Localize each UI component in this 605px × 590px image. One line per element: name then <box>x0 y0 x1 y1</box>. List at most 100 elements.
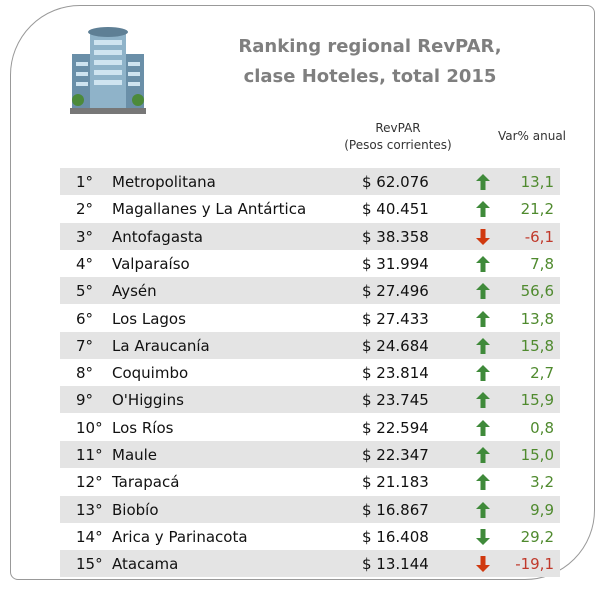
table-row: 6° Los Lagos $ 27.433 13,8 <box>60 305 560 332</box>
rank: 13° <box>76 501 103 519</box>
column-header: Var% anual <box>490 129 574 143</box>
region: Antofagasta <box>112 228 203 246</box>
revpar: $ 22.347 <box>362 446 429 464</box>
trend-arrow <box>475 364 491 382</box>
arrow-shape <box>476 201 490 217</box>
arrow-shape <box>476 502 490 518</box>
variation: -19,1 <box>515 555 554 573</box>
rank: 7° <box>76 337 93 355</box>
revpar: $ 23.745 <box>362 391 429 409</box>
arrow-shape <box>476 365 490 381</box>
rank: 14° <box>76 528 103 546</box>
revpar: $ 16.867 <box>362 501 429 519</box>
variation: 15,0 <box>521 446 554 464</box>
rank: 8° <box>76 364 93 382</box>
region: Los Ríos <box>112 419 173 437</box>
title: Ranking regional RevPAR,clase Hoteles, t… <box>215 32 525 92</box>
arrow-shape <box>476 311 490 327</box>
arrow-shape <box>476 174 490 190</box>
trend-arrow <box>475 200 491 218</box>
table-row: 4° Valparaíso $ 31.994 7,8 <box>60 250 560 277</box>
arrow-shape <box>476 556 490 572</box>
region: Biobío <box>112 501 159 519</box>
region: Tarapacá <box>112 473 179 491</box>
rank: 9° <box>76 391 93 409</box>
arrow-shape <box>476 474 490 490</box>
region: Magallanes y La Antártica <box>112 200 306 218</box>
variation: 7,8 <box>530 255 554 273</box>
rank: 15° <box>76 555 103 573</box>
trend-arrow <box>475 173 491 191</box>
arrow-shape <box>476 338 490 354</box>
trend-arrow <box>475 391 491 409</box>
title-line: Ranking regional RevPAR, <box>215 32 525 62</box>
revpar: $ 13.144 <box>362 555 429 573</box>
table-row: 2° Magallanes y La Antártica $ 40.451 21,2 <box>60 195 560 222</box>
table-row: 7° La Araucanía $ 24.684 15,8 <box>60 332 560 359</box>
region: Metropolitana <box>112 173 216 191</box>
trend-arrow <box>475 282 491 300</box>
region: Aysén <box>112 282 157 300</box>
revpar: $ 16.408 <box>362 528 429 546</box>
table-row: 12° Tarapacá $ 21.183 3,2 <box>60 468 560 495</box>
arrow-shape <box>476 229 490 245</box>
region: O'Higgins <box>112 391 184 409</box>
variation: 15,9 <box>521 391 554 409</box>
trend-arrow <box>475 528 491 546</box>
arrow-shape <box>476 447 490 463</box>
trend-arrow <box>475 310 491 328</box>
table-row: 15° Atacama $ 13.144 -19,1 <box>60 550 560 577</box>
variation: 0,8 <box>530 419 554 437</box>
region: Coquimbo <box>112 364 188 382</box>
rank: 4° <box>76 255 93 273</box>
variation: 3,2 <box>530 473 554 491</box>
rank: 2° <box>76 200 93 218</box>
region: Maule <box>112 446 157 464</box>
trend-arrow <box>475 255 491 273</box>
region: La Araucanía <box>112 337 210 355</box>
revpar: $ 27.433 <box>362 310 429 328</box>
rank: 1° <box>76 173 93 191</box>
revpar: $ 22.594 <box>362 419 429 437</box>
rank: 10° <box>76 419 103 437</box>
variation: 15,8 <box>521 337 554 355</box>
revpar: $ 27.496 <box>362 282 429 300</box>
variation: 9,9 <box>530 501 554 519</box>
table-row: 13° Biobío $ 16.867 9,9 <box>60 496 560 523</box>
column-header: RevPAR <box>340 121 456 135</box>
variation: 13,8 <box>521 310 554 328</box>
trend-arrow <box>475 419 491 437</box>
table-row: 9° O'Higgins $ 23.745 15,9 <box>60 386 560 413</box>
rank: 5° <box>76 282 93 300</box>
hotel-icon <box>68 24 148 116</box>
variation: 21,2 <box>521 200 554 218</box>
rank: 3° <box>76 228 93 246</box>
trend-arrow <box>475 555 491 573</box>
arrow-shape <box>476 283 490 299</box>
region: Arica y Parinacota <box>112 528 248 546</box>
region: Atacama <box>112 555 178 573</box>
revpar: $ 40.451 <box>362 200 429 218</box>
table-row: 14° Arica y Parinacota $ 16.408 29,2 <box>60 523 560 550</box>
column-header: (Pesos corrientes) <box>330 138 466 152</box>
variation: 13,1 <box>521 173 554 191</box>
revpar: $ 21.183 <box>362 473 429 491</box>
revpar: $ 23.814 <box>362 364 429 382</box>
revpar: $ 31.994 <box>362 255 429 273</box>
region: Valparaíso <box>112 255 190 273</box>
revpar: $ 24.684 <box>362 337 429 355</box>
table-row: 11°Maule$ 22.34715,0 <box>60 441 560 468</box>
trend-arrow <box>475 337 491 355</box>
rank: 12° <box>76 473 103 491</box>
trend-arrow <box>475 228 491 246</box>
trend-arrow <box>475 446 491 464</box>
trend-arrow <box>475 501 491 519</box>
region: Los Lagos <box>112 310 186 328</box>
arrow-shape <box>476 256 490 272</box>
arrow-shape <box>476 529 490 545</box>
variation: -6,1 <box>525 228 554 246</box>
rank: 6° <box>76 310 93 328</box>
variation: 29,2 <box>521 528 554 546</box>
